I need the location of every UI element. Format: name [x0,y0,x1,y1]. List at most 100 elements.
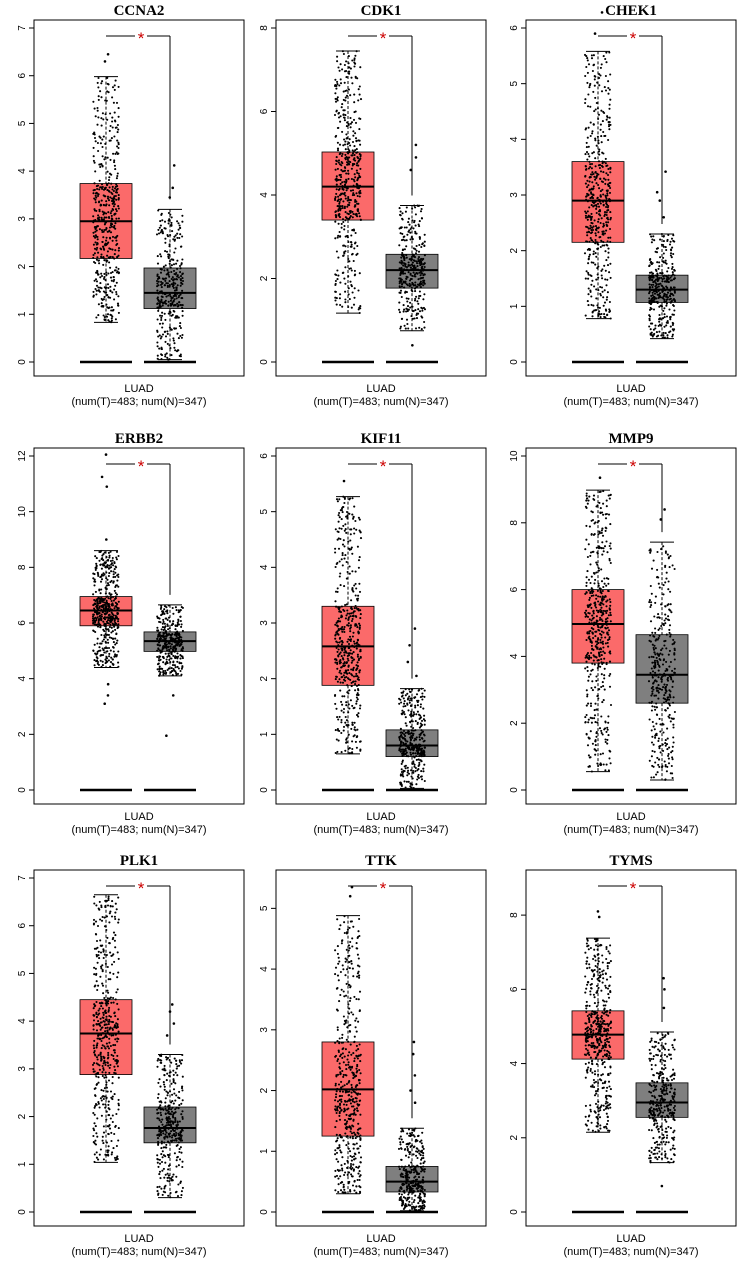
data-point [593,176,595,178]
data-point [419,747,421,749]
data-point [672,266,674,268]
data-point [591,717,593,719]
y-tick-label: 1 [17,311,28,317]
data-point [600,316,602,318]
data-point [403,733,405,735]
data-point [592,187,594,189]
data-point [110,598,112,600]
data-point [118,207,120,209]
data-point [416,778,418,780]
data-point [182,650,184,652]
data-point [102,236,104,238]
data-point [168,301,170,303]
data-point [358,671,360,673]
data-point [408,747,410,749]
data-point [401,768,403,770]
data-point [162,610,164,612]
data-point [416,262,418,264]
data-point [168,257,170,259]
data-point [356,626,358,628]
data-point [334,703,336,705]
data-point [594,663,596,665]
data-point [409,702,411,704]
data-point [343,251,345,253]
data-point [108,217,110,219]
data-point [340,701,342,703]
data-point [661,233,663,235]
data-point [607,189,609,191]
data-point [602,241,604,243]
data-point [590,191,592,193]
data-point [355,703,357,705]
data-point [607,627,609,629]
data-point [103,158,105,160]
data-point [407,221,409,223]
data-point [103,273,105,275]
data-point [607,205,609,207]
data-point [160,317,162,319]
data-point [657,764,659,766]
data-point [406,755,408,757]
data-point [591,680,593,682]
data-point [348,707,350,709]
data-point [403,780,405,782]
outlier-point [411,344,414,347]
data-point [178,644,180,646]
data-point [399,739,401,741]
data-point [108,307,110,309]
y-tick-label: 6 [17,620,28,626]
data-point [609,601,611,603]
data-point [164,631,166,633]
data-point [345,148,347,150]
data-point [663,246,665,248]
data-point [100,598,102,600]
data-point [602,547,604,549]
data-point [335,179,337,181]
data-point [159,323,161,325]
data-point [410,739,412,741]
data-point [338,512,340,514]
data-point [596,304,598,306]
data-point [418,774,420,776]
data-point [401,692,403,694]
data-point [169,263,171,265]
data-point [112,186,114,188]
data-point [106,316,108,318]
data-point [96,188,98,190]
data-point [98,589,100,591]
data-point [104,216,106,218]
data-point [360,537,362,539]
data-point [601,240,603,242]
data-point [593,582,595,584]
data-point [112,309,114,311]
data-point [593,654,595,656]
data-point [599,596,601,598]
data-point [113,656,115,658]
data-point [655,269,657,271]
data-point [601,610,603,612]
data-point [173,270,175,272]
data-point [410,735,412,737]
data-point [662,743,664,745]
data-point [597,504,599,506]
data-point [651,238,653,240]
data-point [588,676,590,678]
data-point [353,659,355,661]
data-point [166,330,168,332]
y-tick-label: 0 [17,359,28,365]
data-point [351,674,353,676]
data-point [602,193,604,195]
data-point [164,242,166,244]
data-point [99,90,101,92]
data-point [339,163,341,165]
data-point [181,290,183,292]
data-point [593,612,595,614]
data-point [668,308,670,310]
data-point [423,755,425,757]
data-point [600,110,602,112]
data-point [596,609,598,611]
data-point [667,234,669,236]
data-point [103,649,105,651]
